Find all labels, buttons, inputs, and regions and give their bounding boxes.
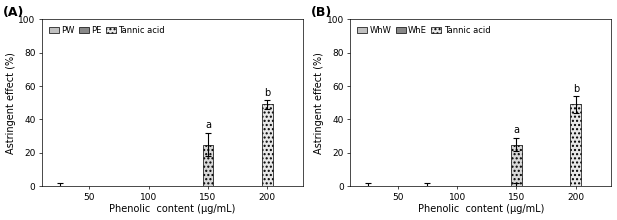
Text: b: b (264, 88, 270, 98)
Bar (202, 145, 213, 186)
Text: b: b (573, 84, 579, 93)
Text: (B): (B) (311, 6, 333, 19)
Y-axis label: Astringent effect (%): Astringent effect (%) (6, 52, 15, 154)
Bar (511, 145, 522, 186)
Legend: WhW, WhE, Tannic acid: WhW, WhE, Tannic acid (355, 23, 493, 37)
Text: a: a (513, 125, 520, 135)
Text: a: a (205, 120, 211, 130)
X-axis label: Phenolic  content (μg/mL): Phenolic content (μg/mL) (109, 204, 236, 214)
Bar (262, 104, 273, 186)
X-axis label: Phenolic  content (μg/mL): Phenolic content (μg/mL) (418, 204, 544, 214)
Text: (A): (A) (2, 6, 24, 19)
Bar (571, 104, 581, 186)
Legend: PW, PE, Tannic acid: PW, PE, Tannic acid (46, 23, 167, 37)
Y-axis label: Astringent effect (%): Astringent effect (%) (314, 52, 324, 154)
